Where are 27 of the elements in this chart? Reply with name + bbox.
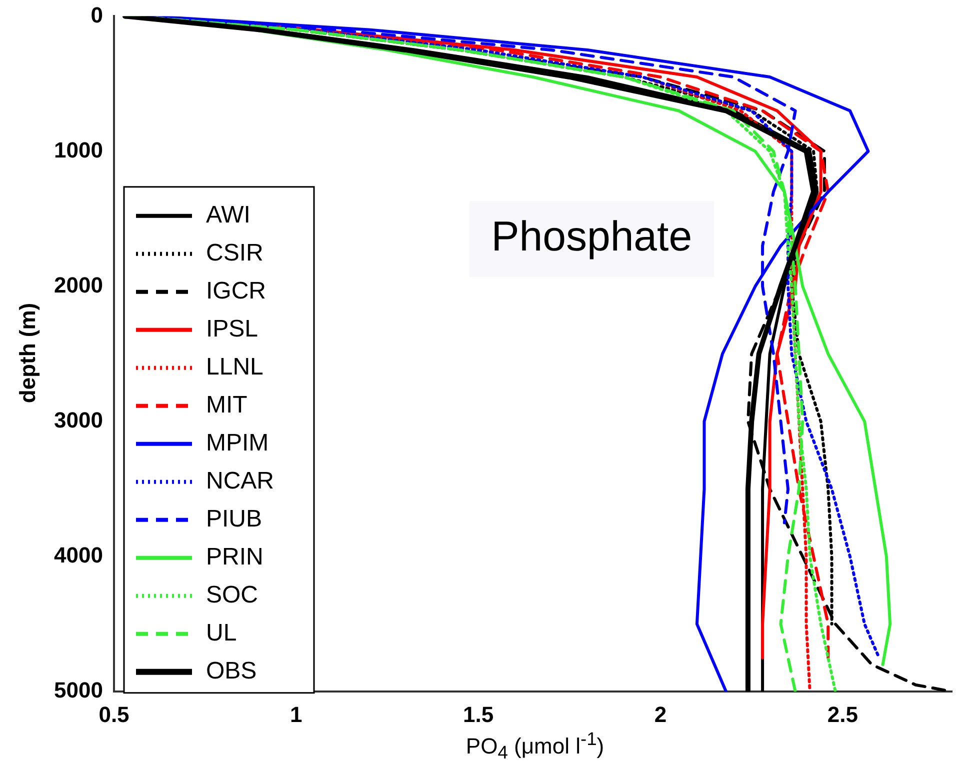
legend-label: IPSL xyxy=(206,316,258,343)
legend-label: SOC xyxy=(206,582,258,609)
legend-label: MIT xyxy=(206,392,248,419)
x-tick-label: 0.5 xyxy=(98,702,130,727)
y-tick-label: 2000 xyxy=(54,272,103,298)
legend-label: AWI xyxy=(206,202,250,229)
legend-label: NCAR xyxy=(206,468,274,495)
legend-label: PIUB xyxy=(206,506,262,533)
y-tick-label: 4000 xyxy=(54,542,103,568)
legend-label: OBS xyxy=(206,658,257,685)
y-tick-label: 5000 xyxy=(54,678,103,703)
x-axis-title: PO$_{4}$ (μmol l$^{-1}$) xyxy=(464,728,606,764)
y-axis-title: depth (m) xyxy=(15,302,41,406)
legend-label: IGCR xyxy=(206,278,266,305)
legend-label: MPIM xyxy=(206,430,269,457)
x-tick-label: 2.5 xyxy=(827,702,858,727)
x-tick-label: 2 xyxy=(654,702,667,727)
legend-label: LLNL xyxy=(206,354,264,381)
x-tick-label: 1 xyxy=(290,702,302,727)
y-tick-label: 0 xyxy=(90,2,103,28)
y-tick-label: 1000 xyxy=(54,137,103,162)
y-tick-label: 3000 xyxy=(54,408,103,433)
x-tick-label: 1.5 xyxy=(463,702,494,727)
annotation: Phosphate xyxy=(491,212,692,260)
legend-label: PRIN xyxy=(206,544,264,571)
legend-label: CSIR xyxy=(206,240,264,267)
legend-label: UL xyxy=(206,620,237,647)
